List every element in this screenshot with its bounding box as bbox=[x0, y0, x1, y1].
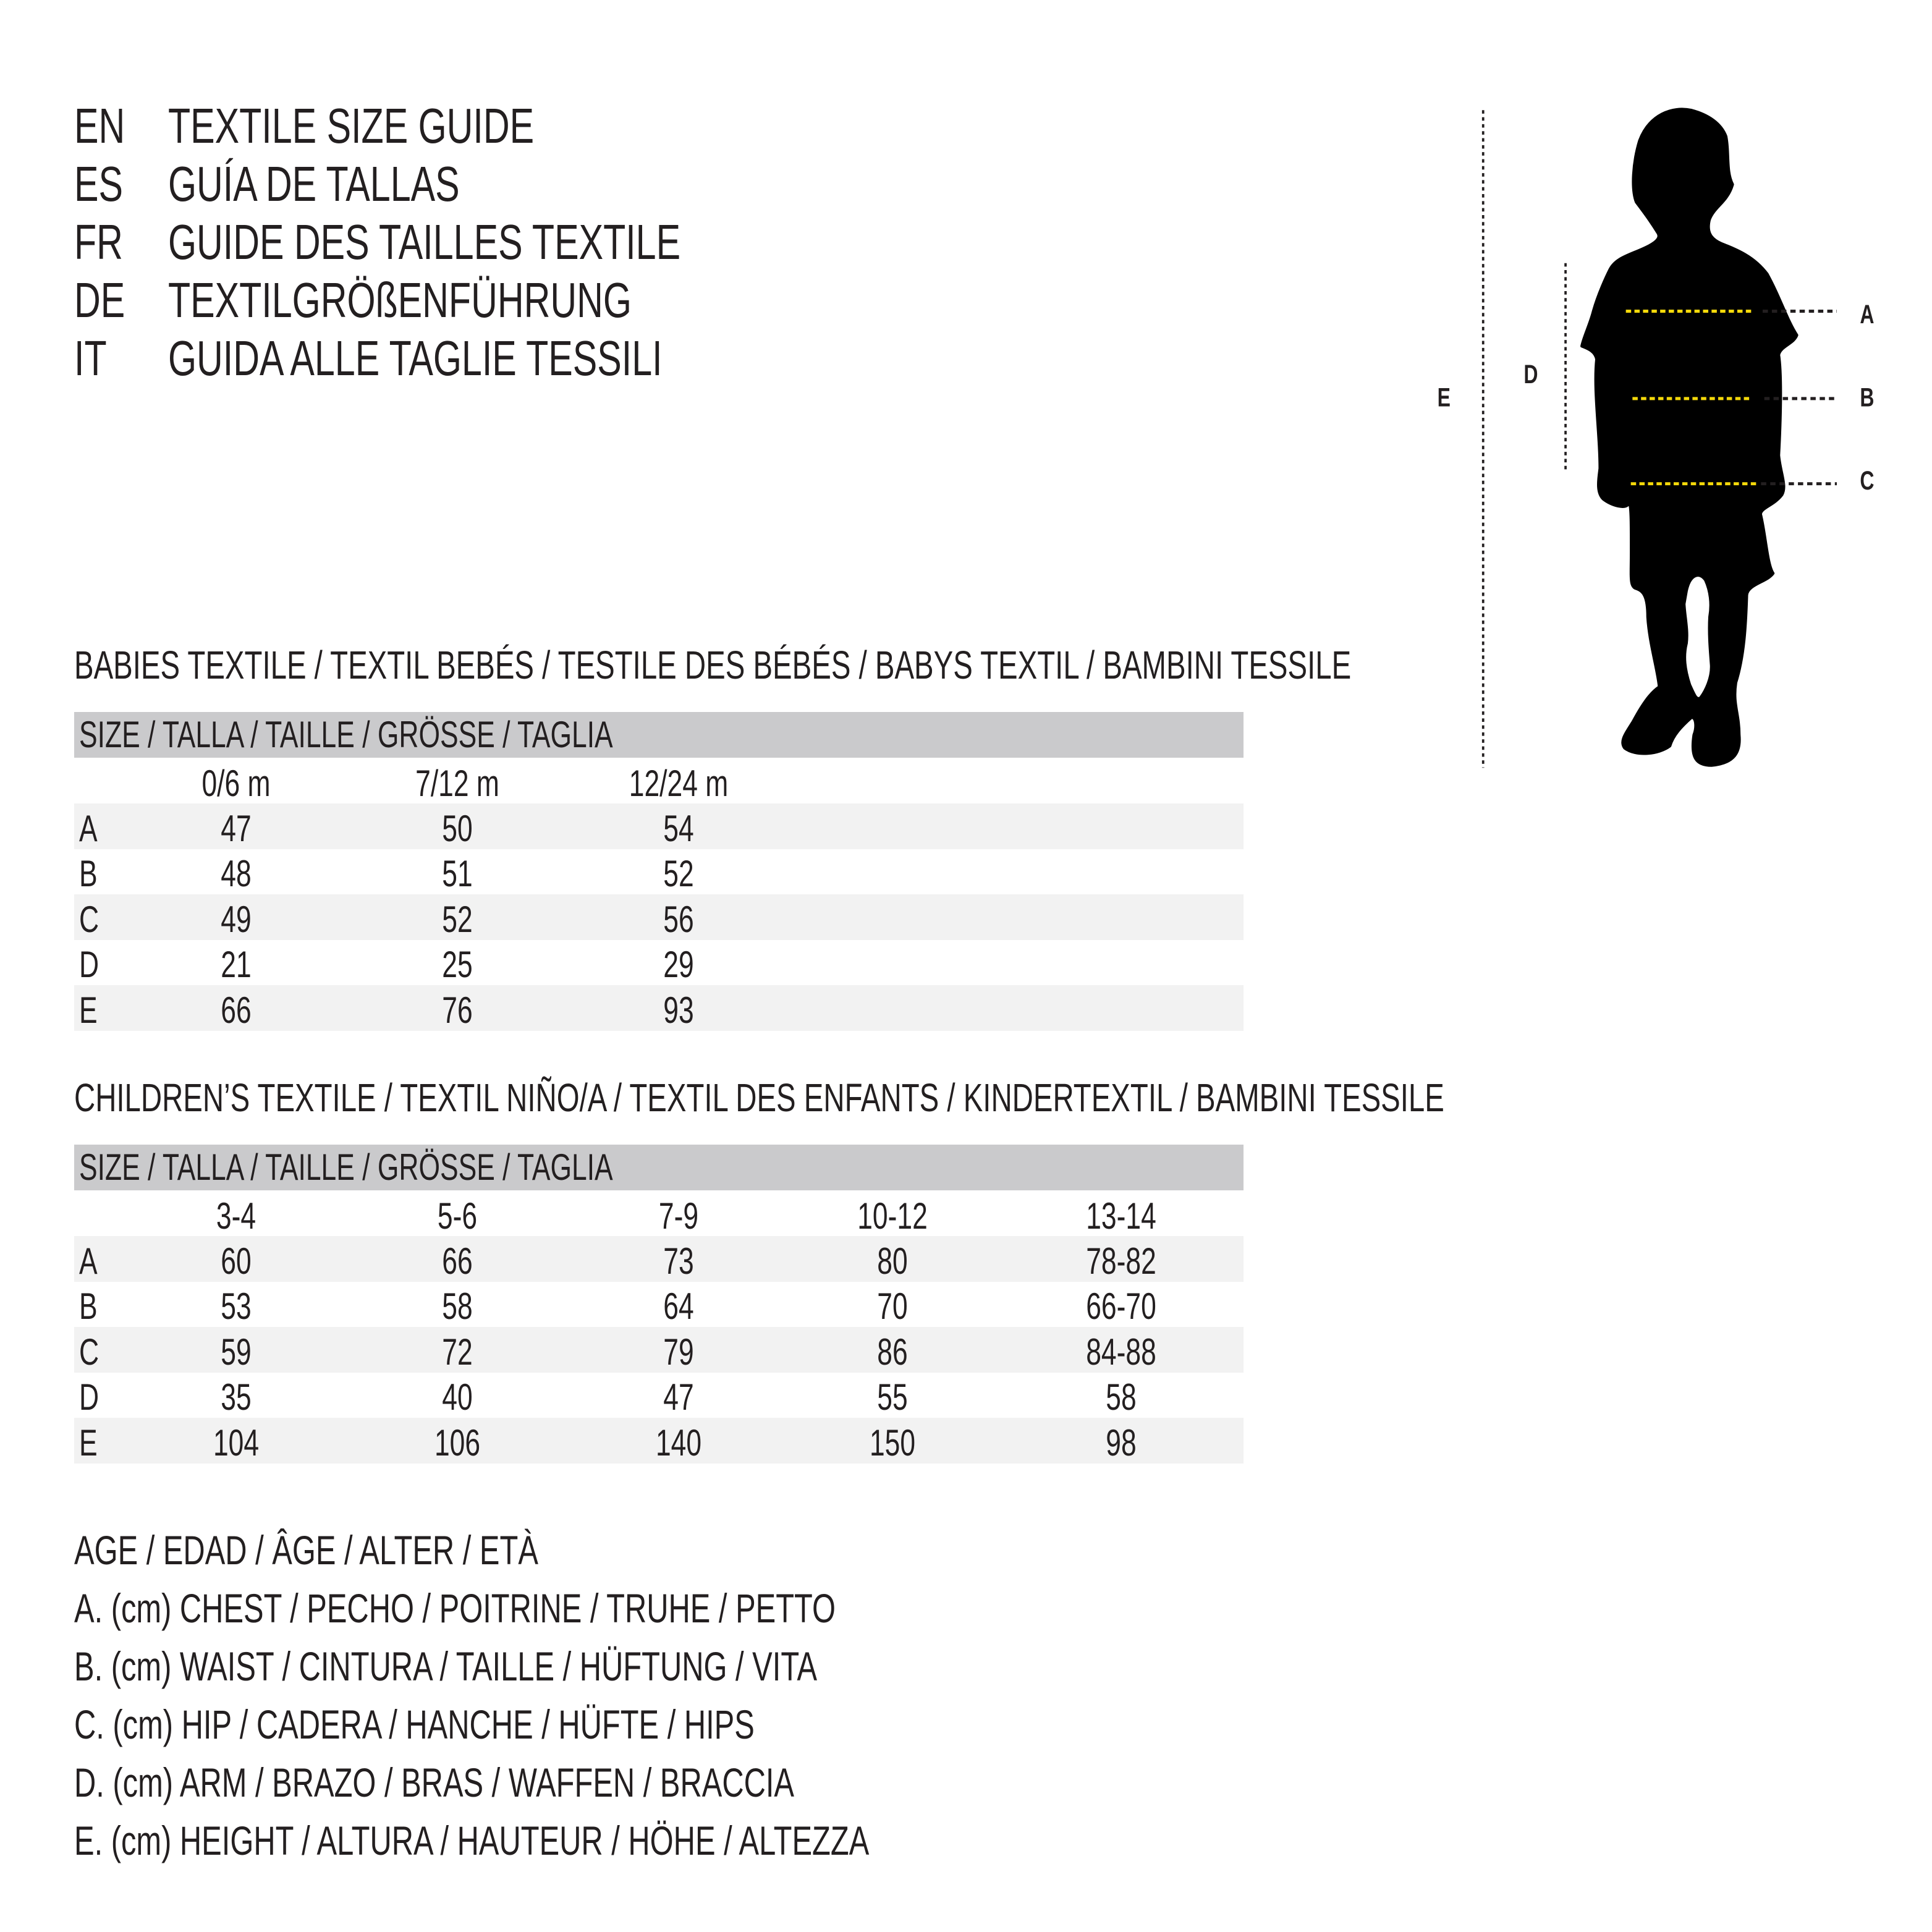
size-header-label: SIZE / TALLA / TAILLE / GRÖSSE / TAGLIA bbox=[79, 714, 613, 755]
row-label: D bbox=[79, 944, 100, 986]
title-lang-code: ES bbox=[74, 156, 123, 211]
table-cell: 66 bbox=[221, 989, 252, 1031]
table-cell: 66-70 bbox=[1086, 1286, 1156, 1328]
section-heading: CHILDREN’S TEXTILE / TEXTIL NIÑO/A / TEX… bbox=[74, 1075, 1444, 1120]
table-cell: 47 bbox=[221, 807, 252, 849]
label-a: A bbox=[1860, 300, 1874, 329]
table-cell: 59 bbox=[221, 1331, 252, 1373]
table-cell: 51 bbox=[442, 853, 473, 895]
label-b: B bbox=[1860, 383, 1874, 412]
row-label: A bbox=[79, 1240, 98, 1282]
table-cell: 140 bbox=[655, 1421, 702, 1464]
table-cell: 48 bbox=[221, 853, 252, 895]
table-cell: 93 bbox=[663, 989, 694, 1031]
table-row-shade bbox=[74, 1327, 1244, 1373]
table-cell: 35 bbox=[221, 1376, 252, 1418]
title-lang-code: DE bbox=[74, 273, 125, 328]
table-cell: 73 bbox=[663, 1240, 694, 1282]
table-cell: 86 bbox=[877, 1331, 908, 1373]
title-lang-code: EN bbox=[74, 98, 125, 153]
table-cell: 56 bbox=[663, 898, 694, 940]
table-cell: 40 bbox=[442, 1376, 473, 1418]
table-cell: 79 bbox=[663, 1331, 694, 1373]
column-header: 0/6 m bbox=[201, 763, 271, 804]
table-row-shade bbox=[74, 1418, 1244, 1464]
row-label: E bbox=[79, 1421, 98, 1464]
table-cell: 58 bbox=[1106, 1376, 1137, 1418]
size-header-label: SIZE / TALLA / TAILLE / GRÖSSE / TAGLIA bbox=[79, 1146, 613, 1188]
table-cell: 70 bbox=[877, 1286, 908, 1328]
table-cell: 47 bbox=[663, 1376, 694, 1418]
table-cell: 150 bbox=[869, 1421, 916, 1464]
column-header: 7/12 m bbox=[415, 763, 499, 804]
legend-line: B. (cm) WAIST / CINTURA / TAILLE / HÜFTU… bbox=[74, 1643, 818, 1689]
label-c: C bbox=[1860, 466, 1874, 495]
legend-line: A. (cm) CHEST / PECHO / POITRINE / TRUHE… bbox=[74, 1585, 836, 1631]
column-header: 13-14 bbox=[1086, 1195, 1156, 1237]
table-cell: 21 bbox=[221, 944, 252, 986]
table-cell: 72 bbox=[442, 1331, 473, 1373]
table-row-shade bbox=[74, 1236, 1244, 1282]
legend-line: D. (cm) ARM / BRAZO / BRAS / WAFFEN / BR… bbox=[74, 1760, 795, 1805]
table-cell: 53 bbox=[221, 1286, 252, 1328]
title-text: GUIDA ALLE TAGLIE TESSILI bbox=[168, 331, 663, 386]
section-heading: BABIES TEXTILE / TEXTIL BEBÉS / TESTILE … bbox=[74, 643, 1352, 687]
table-cell: 78-82 bbox=[1086, 1240, 1156, 1282]
title-text: TEXTILE SIZE GUIDE bbox=[168, 98, 535, 153]
title-text: GUÍA DE TALLAS bbox=[168, 156, 460, 211]
legend-line: AGE / EDAD / ÂGE / ALTER / ETÀ bbox=[74, 1527, 538, 1573]
title-text: GUIDE DES TAILLES TEXTILE bbox=[168, 214, 681, 269]
legend-line: C. (cm) HIP / CADERA / HANCHE / HÜFTE / … bbox=[74, 1701, 755, 1747]
table-cell: 52 bbox=[663, 853, 694, 895]
row-label: B bbox=[79, 1286, 98, 1328]
column-header: 10-12 bbox=[857, 1195, 928, 1237]
child-silhouette-figure: A B C D E bbox=[1438, 108, 1874, 768]
row-label: C bbox=[79, 1331, 100, 1373]
label-d: D bbox=[1523, 360, 1538, 389]
table-cell: 64 bbox=[663, 1286, 694, 1328]
table-cell: 58 bbox=[442, 1286, 473, 1328]
table-cell: 84-88 bbox=[1086, 1331, 1156, 1373]
title-lang-code: FR bbox=[74, 214, 123, 269]
column-header: 3-4 bbox=[216, 1195, 256, 1237]
table-cell: 29 bbox=[663, 944, 694, 986]
row-label: B bbox=[79, 853, 98, 895]
table-cell: 76 bbox=[442, 989, 473, 1031]
size-header-band bbox=[74, 1145, 1244, 1190]
title-lang-code: IT bbox=[74, 331, 107, 386]
table-cell: 55 bbox=[877, 1376, 908, 1418]
table-cell: 66 bbox=[442, 1240, 473, 1282]
table-cell: 60 bbox=[221, 1240, 252, 1282]
column-header: 5-6 bbox=[437, 1195, 478, 1237]
table-cell: 25 bbox=[442, 944, 473, 986]
child-silhouette-icon bbox=[1580, 108, 1799, 767]
size-header-band bbox=[74, 712, 1244, 758]
table-cell: 52 bbox=[442, 898, 473, 940]
table-cell: 104 bbox=[213, 1421, 260, 1464]
table-row-shade bbox=[74, 985, 1244, 1031]
table-cell: 106 bbox=[434, 1421, 481, 1464]
label-e: E bbox=[1438, 383, 1451, 412]
title-text: TEXTILGRÖßENFÜHRUNG bbox=[168, 273, 632, 328]
row-label: C bbox=[79, 898, 100, 940]
row-label: D bbox=[79, 1376, 100, 1418]
table-row-shade bbox=[74, 803, 1244, 849]
column-header: 12/24 m bbox=[629, 763, 729, 804]
table-cell: 54 bbox=[663, 807, 694, 849]
table-cell: 50 bbox=[442, 807, 473, 849]
table-cell: 80 bbox=[877, 1240, 908, 1282]
legend-line: E. (cm) HEIGHT / ALTURA / HAUTEUR / HÖHE… bbox=[74, 1818, 870, 1863]
table-row-shade bbox=[74, 894, 1244, 940]
row-label: E bbox=[79, 989, 98, 1031]
column-header: 7-9 bbox=[658, 1195, 699, 1237]
row-label: A bbox=[79, 807, 98, 849]
table-cell: 98 bbox=[1106, 1421, 1137, 1464]
table-cell: 49 bbox=[221, 898, 252, 940]
